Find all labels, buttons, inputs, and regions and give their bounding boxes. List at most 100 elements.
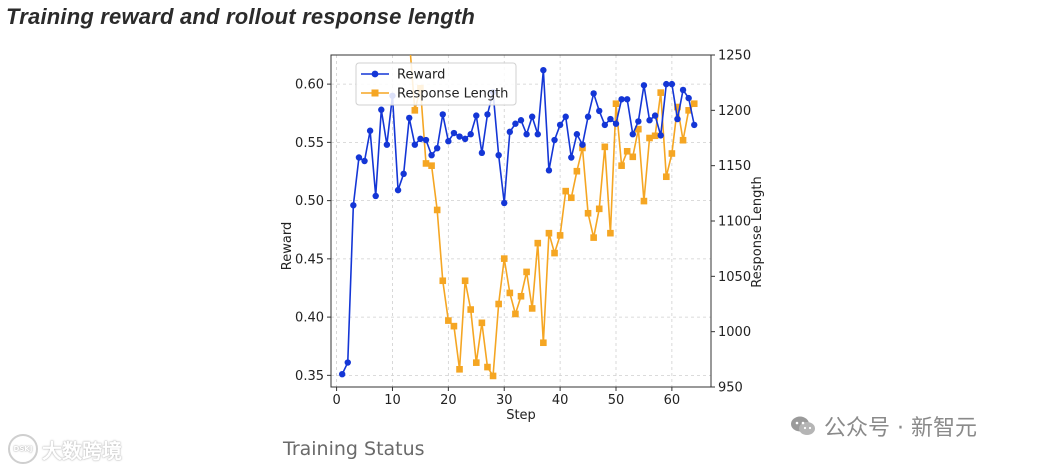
y-right-tick-label: 1150 bbox=[718, 159, 751, 174]
reward-point bbox=[350, 202, 357, 209]
response-length-point bbox=[489, 372, 497, 380]
response-length-point bbox=[601, 143, 609, 151]
reward-point bbox=[517, 117, 525, 124]
reward-point bbox=[640, 82, 648, 89]
reward-point bbox=[556, 121, 564, 129]
response-length-point bbox=[562, 187, 570, 195]
response-length-point bbox=[461, 277, 469, 285]
reward-point bbox=[679, 86, 687, 94]
reward-point bbox=[534, 131, 541, 138]
response-length-point bbox=[484, 363, 491, 371]
x-tick-label: 30 bbox=[496, 393, 513, 408]
page-title: Training reward and rollout response len… bbox=[6, 4, 476, 29]
chart-legend: Reward Response Length bbox=[355, 62, 517, 106]
reward-point bbox=[657, 132, 664, 139]
reward-point bbox=[495, 151, 502, 159]
reward-point bbox=[663, 80, 670, 88]
response-length-point bbox=[540, 339, 547, 347]
y-right-tick-label: 1050 bbox=[718, 270, 751, 285]
response-length-point bbox=[629, 153, 637, 161]
reward-point bbox=[685, 94, 692, 102]
reward-point bbox=[623, 96, 631, 103]
reward-point bbox=[473, 112, 480, 119]
response-length-point bbox=[512, 310, 519, 318]
watermark-left-text: 大数跨境 bbox=[42, 438, 122, 463]
reward-point bbox=[450, 129, 458, 137]
reward-point bbox=[433, 144, 441, 152]
reward-point bbox=[635, 118, 642, 125]
x-tick-label: 60 bbox=[664, 393, 681, 408]
reward-point bbox=[467, 131, 474, 138]
reward-point bbox=[461, 135, 469, 143]
response-length-point bbox=[523, 268, 530, 276]
legend-marker-square bbox=[371, 89, 379, 97]
reward-point bbox=[573, 131, 581, 138]
reward-point bbox=[439, 111, 446, 118]
reward-point bbox=[601, 121, 609, 129]
response-length-point bbox=[528, 305, 536, 312]
reward-point bbox=[596, 107, 603, 115]
x-tick-label: 40 bbox=[552, 393, 569, 408]
watermark-left: DSKJ 大数跨境 bbox=[8, 434, 122, 464]
reward-line bbox=[341, 70, 696, 375]
response-length-series bbox=[409, 55, 698, 380]
reward-point bbox=[378, 106, 385, 113]
reward-point bbox=[422, 136, 430, 144]
response-length-point bbox=[439, 277, 447, 285]
x-tick-label: 20 bbox=[440, 393, 457, 408]
response-length-point bbox=[556, 232, 564, 239]
x-tick-label: 10 bbox=[384, 393, 401, 408]
reward-point bbox=[607, 115, 614, 123]
reward-point bbox=[366, 127, 374, 134]
response-length-point bbox=[646, 134, 653, 142]
reward-point bbox=[361, 157, 368, 165]
y-left-axis-label: Reward bbox=[280, 222, 295, 270]
response-length-point bbox=[657, 89, 665, 96]
reward-point bbox=[406, 114, 413, 122]
reward-point bbox=[618, 96, 625, 103]
reward-point bbox=[612, 120, 620, 127]
response-length-point bbox=[456, 365, 463, 373]
reward-point bbox=[584, 113, 592, 120]
response-length-point bbox=[472, 359, 480, 366]
reward-point bbox=[528, 113, 536, 120]
y-right-tick-label: 1100 bbox=[718, 215, 751, 230]
legend-box bbox=[355, 62, 517, 106]
response-length-point bbox=[445, 317, 452, 324]
response-length-point bbox=[640, 197, 648, 205]
response-length-point bbox=[674, 103, 681, 111]
reward-point bbox=[512, 120, 519, 127]
response-length-point bbox=[623, 147, 631, 155]
reward-point bbox=[372, 192, 379, 200]
reward-point bbox=[540, 66, 547, 74]
response-length-point bbox=[545, 229, 553, 237]
reward-point bbox=[651, 112, 659, 119]
y-left-tick-label: 0.50 bbox=[295, 194, 324, 209]
watermark-right-text: 公众号 · 新智元 bbox=[824, 416, 977, 441]
y-left-tick-label: 0.35 bbox=[295, 369, 324, 384]
reward-point bbox=[646, 117, 653, 124]
response-length-point bbox=[433, 206, 441, 214]
y-right-tick-label: 1200 bbox=[718, 104, 751, 119]
wechat-icon bbox=[791, 416, 815, 435]
reward-point bbox=[579, 141, 586, 148]
x-tick-label: 0 bbox=[332, 393, 340, 408]
response-length-point bbox=[517, 292, 525, 300]
reward-point bbox=[629, 131, 636, 138]
response-length-point bbox=[506, 289, 514, 297]
reward-point bbox=[428, 151, 435, 159]
response-length-point bbox=[467, 306, 475, 313]
response-length-point bbox=[635, 125, 642, 133]
response-length-point bbox=[584, 209, 592, 217]
response-length-point bbox=[668, 150, 676, 157]
response-length-point bbox=[595, 205, 603, 213]
reward-point bbox=[568, 154, 575, 161]
response-length-point bbox=[618, 162, 625, 169]
reward-point bbox=[484, 111, 491, 118]
reward-point bbox=[394, 186, 402, 194]
response-length-point bbox=[567, 194, 575, 202]
response-length-point bbox=[590, 234, 597, 241]
watermark-right: 公众号 · 新智元 bbox=[790, 410, 977, 442]
y-right-tick-label: 950 bbox=[718, 381, 743, 396]
